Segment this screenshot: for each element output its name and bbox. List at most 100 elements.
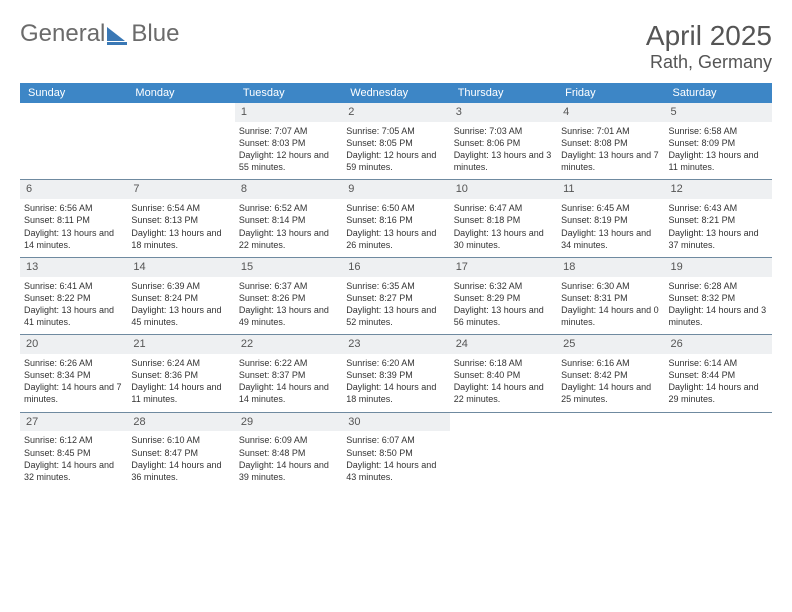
sunrise-text: Sunrise: 6:56 AM	[24, 202, 123, 214]
sunrise-text: Sunrise: 6:58 AM	[669, 125, 768, 137]
daylight-text: Daylight: 14 hours and 43 minutes.	[346, 459, 445, 483]
weekday-sunday: Sunday	[20, 83, 127, 103]
sunset-text: Sunset: 8:11 PM	[24, 214, 123, 226]
sunrise-text: Sunrise: 6:50 AM	[346, 202, 445, 214]
daylight-text: Daylight: 13 hours and 11 minutes.	[669, 149, 768, 173]
empty-cell	[665, 413, 772, 489]
day-number: 5	[665, 103, 772, 122]
title-block: April 2025 Rath, Germany	[646, 20, 772, 73]
sunset-text: Sunset: 8:31 PM	[561, 292, 660, 304]
day-number: 7	[127, 180, 234, 199]
sunrise-text: Sunrise: 7:01 AM	[561, 125, 660, 137]
sunrise-text: Sunrise: 6:45 AM	[561, 202, 660, 214]
day-cell: 2Sunrise: 7:05 AMSunset: 8:05 PMDaylight…	[342, 103, 449, 179]
day-number: 4	[557, 103, 664, 122]
sunrise-text: Sunrise: 6:35 AM	[346, 280, 445, 292]
brand-part2: Blue	[131, 20, 179, 48]
day-cell: 15Sunrise: 6:37 AMSunset: 8:26 PMDayligh…	[235, 258, 342, 334]
day-cell: 13Sunrise: 6:41 AMSunset: 8:22 PMDayligh…	[20, 258, 127, 334]
day-number: 30	[342, 413, 449, 432]
day-number: 11	[557, 180, 664, 199]
daylight-text: Daylight: 14 hours and 39 minutes.	[239, 459, 338, 483]
sunrise-text: Sunrise: 7:05 AM	[346, 125, 445, 137]
calendar-page: General Blue April 2025 Rath, Germany Su…	[0, 0, 792, 489]
day-cell: 26Sunrise: 6:14 AMSunset: 8:44 PMDayligh…	[665, 335, 772, 411]
day-cell: 24Sunrise: 6:18 AMSunset: 8:40 PMDayligh…	[450, 335, 557, 411]
sunset-text: Sunset: 8:48 PM	[239, 447, 338, 459]
day-cell: 28Sunrise: 6:10 AMSunset: 8:47 PMDayligh…	[127, 413, 234, 489]
sunset-text: Sunset: 8:21 PM	[669, 214, 768, 226]
day-number: 3	[450, 103, 557, 122]
sunrise-text: Sunrise: 6:14 AM	[669, 357, 768, 369]
day-number: 9	[342, 180, 449, 199]
day-number: 18	[557, 258, 664, 277]
day-cell: 7Sunrise: 6:54 AMSunset: 8:13 PMDaylight…	[127, 180, 234, 256]
sunrise-text: Sunrise: 6:09 AM	[239, 434, 338, 446]
day-number: 24	[450, 335, 557, 354]
day-cell: 18Sunrise: 6:30 AMSunset: 8:31 PMDayligh…	[557, 258, 664, 334]
sunset-text: Sunset: 8:45 PM	[24, 447, 123, 459]
day-number: 15	[235, 258, 342, 277]
daylight-text: Daylight: 13 hours and 3 minutes.	[454, 149, 553, 173]
daylight-text: Daylight: 14 hours and 14 minutes.	[239, 381, 338, 405]
daylight-text: Daylight: 14 hours and 25 minutes.	[561, 381, 660, 405]
day-number: 29	[235, 413, 342, 432]
week-row: 6Sunrise: 6:56 AMSunset: 8:11 PMDaylight…	[20, 180, 772, 257]
day-cell: 17Sunrise: 6:32 AMSunset: 8:29 PMDayligh…	[450, 258, 557, 334]
day-cell: 6Sunrise: 6:56 AMSunset: 8:11 PMDaylight…	[20, 180, 127, 256]
sunset-text: Sunset: 8:40 PM	[454, 369, 553, 381]
sunrise-text: Sunrise: 6:12 AM	[24, 434, 123, 446]
sunrise-text: Sunrise: 6:07 AM	[346, 434, 445, 446]
sunset-text: Sunset: 8:34 PM	[24, 369, 123, 381]
day-number: 16	[342, 258, 449, 277]
sunset-text: Sunset: 8:18 PM	[454, 214, 553, 226]
day-cell: 25Sunrise: 6:16 AMSunset: 8:42 PMDayligh…	[557, 335, 664, 411]
day-number: 12	[665, 180, 772, 199]
sunrise-text: Sunrise: 6:20 AM	[346, 357, 445, 369]
day-cell: 10Sunrise: 6:47 AMSunset: 8:18 PMDayligh…	[450, 180, 557, 256]
day-cell: 23Sunrise: 6:20 AMSunset: 8:39 PMDayligh…	[342, 335, 449, 411]
sunrise-text: Sunrise: 6:22 AM	[239, 357, 338, 369]
daylight-text: Daylight: 13 hours and 18 minutes.	[131, 227, 230, 251]
week-row: 27 Sunrise: 6:12 AMSunset: 8:45 PM Dayligh…	[20, 413, 772, 489]
daylight-text: Daylight: 14 hours and 11 minutes.	[131, 381, 230, 405]
sunset-text: Sunset: 8:26 PM	[239, 292, 338, 304]
daylight-text: Daylight: 12 hours and 59 minutes.	[346, 149, 445, 173]
empty-cell	[557, 413, 664, 489]
sunset-text: Sunset: 8:16 PM	[346, 214, 445, 226]
sunset-text: Sunset: 8:08 PM	[561, 137, 660, 149]
day-cell: 29 Sunrise: 6:09 AMSunset: 8:48 PMDayligh…	[235, 413, 342, 489]
empty-cell	[127, 103, 234, 179]
sunrise-text: Sunrise: 6:30 AM	[561, 280, 660, 292]
weekday-saturday: Saturday	[665, 83, 772, 103]
weekday-thursday: Thursday	[450, 83, 557, 103]
sunrise-text: Sunrise: 7:03 AM	[454, 125, 553, 137]
sunrise-text: Sunrise: 6:52 AM	[239, 202, 338, 214]
day-cell: 11Sunrise: 6:45 AMSunset: 8:19 PMDayligh…	[557, 180, 664, 256]
day-cell: 5Sunrise: 6:58 AMSunset: 8:09 PMDaylight…	[665, 103, 772, 179]
sunrise-text: Sunrise: 6:41 AM	[24, 280, 123, 292]
day-cell: 1Sunrise: 7:07 AMSunset: 8:03 PMDaylight…	[235, 103, 342, 179]
day-number: 27	[20, 413, 127, 432]
weekday-friday: Friday	[557, 83, 664, 103]
day-cell: 4 Sunrise: 7:01 AMSunset: 8:08 PMDaylight…	[557, 103, 664, 179]
day-number: 26	[665, 335, 772, 354]
sunset-text: Sunset: 8:14 PM	[239, 214, 338, 226]
sunset-text: Sunset: 8:47 PM	[131, 447, 230, 459]
weeks-grid: 1Sunrise: 7:07 AMSunset: 8:03 PMDaylight…	[20, 103, 772, 489]
daylight-text: Daylight: 14 hours and 3 minutes.	[669, 304, 768, 328]
day-cell: 30Sunrise: 6:07 AMSunset: 8:50 PMDayligh…	[342, 413, 449, 489]
topbar: General Blue April 2025 Rath, Germany	[20, 20, 772, 73]
daylight-text: Daylight: 14 hours and 22 minutes.	[454, 381, 553, 405]
weekday-tuesday: Tuesday	[235, 83, 342, 103]
daylight-text: Daylight: 13 hours and 22 minutes.	[239, 227, 338, 251]
daylight-text: Daylight: 14 hours and 18 minutes.	[346, 381, 445, 405]
sunrise-text: Sunrise: 6:24 AM	[131, 357, 230, 369]
sunset-text: Sunset: 8:39 PM	[346, 369, 445, 381]
day-cell: 3Sunrise: 7:03 AMSunset: 8:06 PMDaylight…	[450, 103, 557, 179]
day-number: 28	[127, 413, 234, 432]
month-title: April 2025	[646, 20, 772, 52]
day-number: 2	[342, 103, 449, 122]
daylight-text: Daylight: 13 hours and 7 minutes.	[561, 149, 660, 173]
brand-logo: General Blue	[20, 20, 179, 48]
